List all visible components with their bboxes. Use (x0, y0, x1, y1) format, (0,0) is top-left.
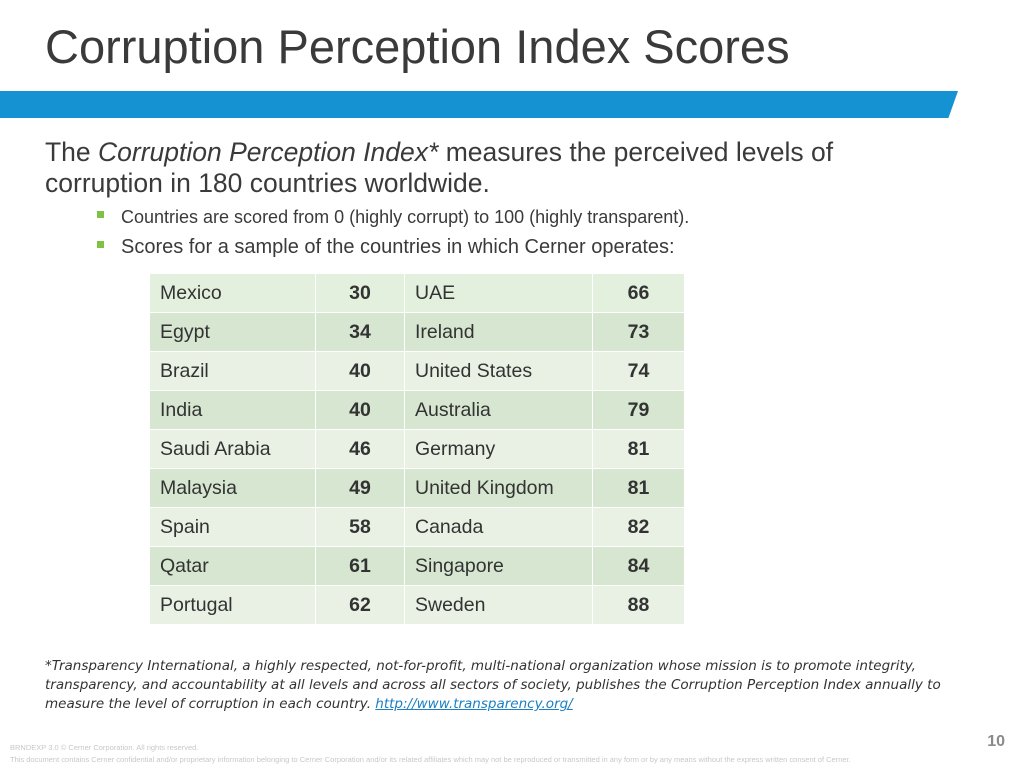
intro-text-end: measures the perceived levels of corrupt… (45, 137, 834, 198)
footnote: *Transparency International, a highly re… (45, 657, 945, 714)
country-name: United States (404, 351, 593, 391)
country-name: United Kingdom (404, 468, 593, 508)
country-name: Mexico (149, 273, 316, 313)
legal-notice: BRNDEXP 3.0 © Cerner Corporation. All ri… (10, 742, 851, 766)
green-square-bullet-icon (97, 210, 104, 218)
table-row: Spain 58 Canada 82 (149, 507, 685, 547)
country-name: Egypt (149, 312, 316, 352)
copyright-line: BRNDEXP 3.0 © Cerner Corporation. All ri… (10, 743, 199, 752)
country-score: 61 (315, 546, 405, 586)
country-name: Singapore (404, 546, 593, 586)
country-score: 81 (592, 468, 685, 508)
country-name: India (149, 390, 316, 430)
table-row: Brazil 40 United States 74 (149, 351, 685, 391)
table-row: Mexico 30 UAE 66 (149, 273, 685, 313)
country-name: Canada (404, 507, 593, 547)
country-name: Saudi Arabia (149, 429, 316, 469)
green-square-bullet-icon (97, 240, 104, 248)
country-score: 40 (315, 351, 405, 391)
cpi-score-table: Mexico 30 UAE 66 Egypt 34 Ireland 73 Bra… (149, 273, 685, 625)
country-score: 58 (315, 507, 405, 547)
intro-text-start: The (45, 137, 99, 167)
table-row: India 40 Australia 79 (149, 390, 685, 430)
country-score: 46 (315, 429, 405, 469)
bullet-text: Countries are scored from 0 (highly corr… (121, 206, 690, 227)
bullet-text: Scores for a sample of the countries in … (121, 235, 675, 258)
country-name: Portugal (149, 585, 316, 625)
country-name: Australia (404, 390, 593, 430)
table-row: Saudi Arabia 46 Germany 81 (149, 429, 685, 469)
country-name: Spain (149, 507, 316, 547)
bullet-list: Countries are scored from 0 (highly corr… (97, 204, 689, 263)
confidentiality-line: This document contains Cerner confidenti… (10, 755, 851, 764)
country-name: Sweden (404, 585, 593, 625)
bullet-item: Countries are scored from 0 (highly corr… (97, 204, 689, 230)
country-name: Malaysia (149, 468, 316, 508)
country-score: 62 (315, 585, 405, 625)
country-name: Brazil (149, 351, 316, 391)
intro-index-name: Corruption Perception Index* (98, 137, 439, 167)
country-score: 66 (592, 273, 685, 313)
country-name: Ireland (404, 312, 593, 352)
country-name: Qatar (149, 546, 316, 586)
page-number: 10 (987, 733, 1005, 750)
country-score: 49 (315, 468, 405, 508)
table-row: Egypt 34 Ireland 73 (149, 312, 685, 352)
country-score: 34 (315, 312, 405, 352)
transparency-link[interactable]: http://www.transparency.org/ (375, 696, 573, 712)
country-score: 84 (592, 546, 685, 586)
table-row: Malaysia 49 United Kingdom 81 (149, 468, 685, 508)
country-score: 81 (592, 429, 685, 469)
country-score: 74 (592, 351, 685, 391)
country-score: 88 (592, 585, 685, 625)
country-score: 79 (592, 390, 685, 430)
slide-title: Corruption Perception Index Scores (45, 20, 790, 73)
country-name: UAE (404, 273, 593, 313)
bullet-item: Scores for a sample of the countries in … (97, 231, 689, 263)
country-score: 40 (315, 390, 405, 430)
table-row: Qatar 61 Singapore 84 (149, 546, 685, 586)
country-score: 30 (315, 273, 405, 313)
country-score: 82 (592, 507, 685, 547)
footnote-text: *Transparency International, a highly re… (45, 658, 941, 712)
title-accent-bar (0, 91, 958, 118)
country-name: Germany (404, 429, 593, 469)
country-score: 73 (592, 312, 685, 352)
table-row: Portugal 62 Sweden 88 (149, 585, 685, 625)
intro-paragraph: The Corruption Perception Index* measure… (45, 137, 945, 199)
